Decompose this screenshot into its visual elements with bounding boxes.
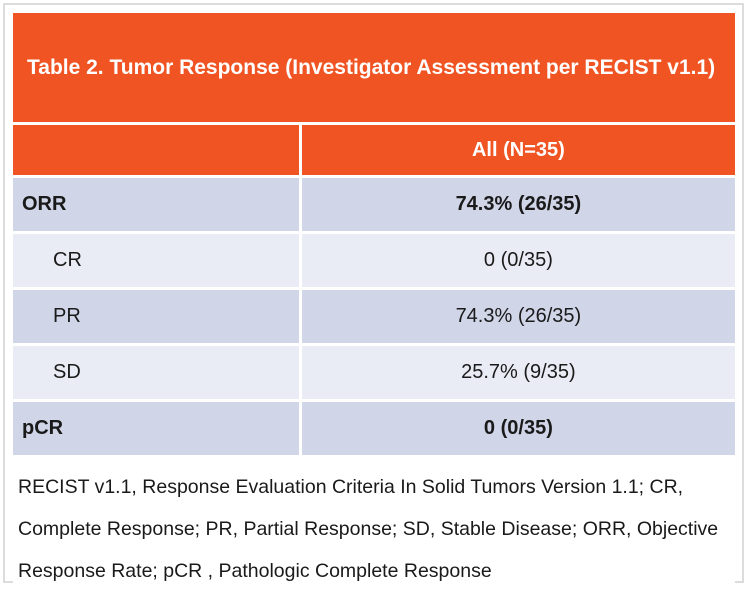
table-row-sd: SD 25.7% (9/35): [13, 346, 735, 402]
header-all-cell: All (N=35): [301, 125, 735, 175]
row-label: pCR: [13, 402, 302, 455]
row-label: ORR: [13, 178, 302, 231]
table-title-banner: Table 2. Tumor Response (Investigator As…: [13, 13, 735, 125]
figure-frame: Table 2. Tumor Response (Investigator As…: [3, 3, 744, 592]
header-metric-cell: [13, 125, 302, 175]
row-label: CR: [13, 234, 302, 287]
row-value: 74.3% (26/35): [301, 178, 735, 231]
row-value: 25.7% (9/35): [301, 346, 735, 399]
table-row-pr: PR 74.3% (26/35): [13, 290, 735, 346]
row-value: 74.3% (26/35): [301, 290, 735, 343]
row-value: 0 (0/35): [301, 234, 735, 287]
table-title: Table 2. Tumor Response (Investigator As…: [27, 55, 716, 79]
table-row-pcr: pCR 0 (0/35): [13, 402, 735, 458]
table-row-orr: ORR 74.3% (26/35): [13, 178, 735, 234]
table-footnote: RECIST v1.1, Response Evaluation Criteri…: [13, 458, 735, 592]
table-row-cr: CR 0 (0/35): [13, 234, 735, 290]
row-label: PR: [13, 290, 302, 343]
row-value: 0 (0/35): [301, 402, 735, 455]
table-header-row: All (N=35): [13, 125, 735, 178]
row-label: SD: [13, 346, 302, 399]
tumor-response-table: Table 2. Tumor Response (Investigator As…: [13, 13, 735, 592]
